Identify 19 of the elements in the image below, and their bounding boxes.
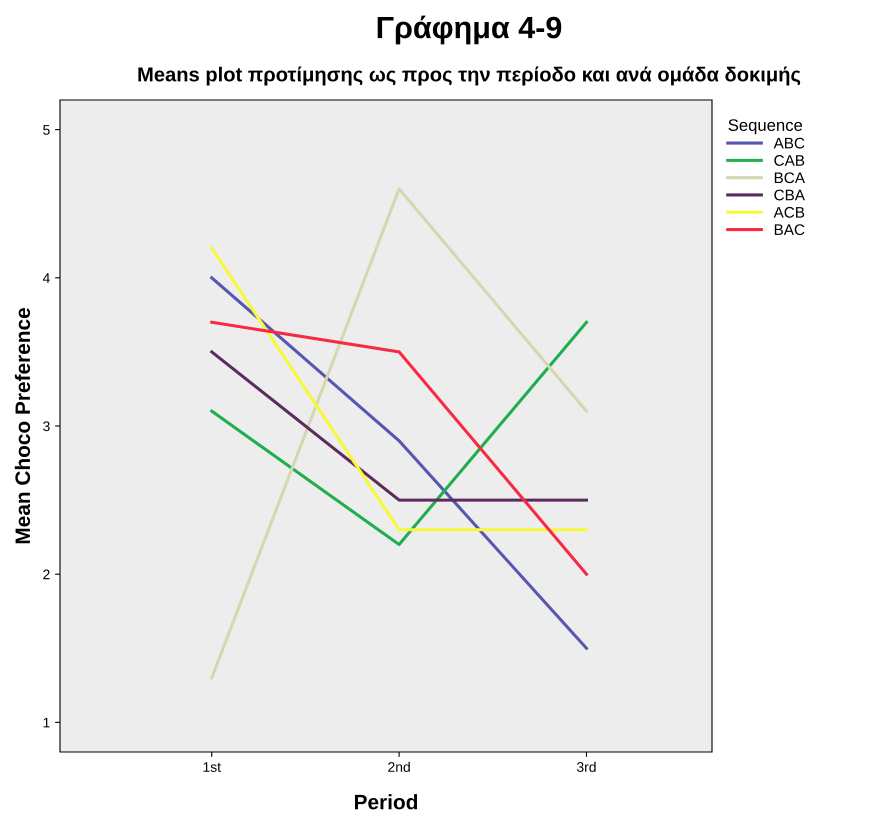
chart-subtitle: Means plot προτίμησης ως προς την περίοδο και ανά ομάδα δοκιμής: [138, 66, 800, 86]
legend-label: CBA: [774, 190, 805, 200]
x-tick-label: 2nd: [388, 762, 410, 772]
legend-label: ACB: [774, 206, 804, 218]
legend-title: Sequence: [728, 119, 802, 134]
legend-label: BAC: [774, 224, 804, 236]
y-tick-label: 2: [43, 570, 50, 580]
y-axis-title: Mean Choco Preference: [14, 308, 30, 544]
legend-label: ABC: [774, 138, 804, 149]
y-tick-label: 3: [43, 421, 50, 432]
y-tick-label: 4: [42, 273, 50, 283]
y-tick-label: 5: [43, 125, 50, 135]
chart-title: Γράφημα 4-9: [378, 16, 562, 44]
x-axis-title: Period: [354, 794, 418, 810]
y-tick-label: 1: [44, 718, 50, 728]
x-tick-label: 3rd: [576, 762, 596, 772]
legend-label: CAB: [774, 155, 804, 166]
legend-label: BCA: [774, 172, 805, 184]
x-tick-label: 1st: [204, 762, 221, 772]
